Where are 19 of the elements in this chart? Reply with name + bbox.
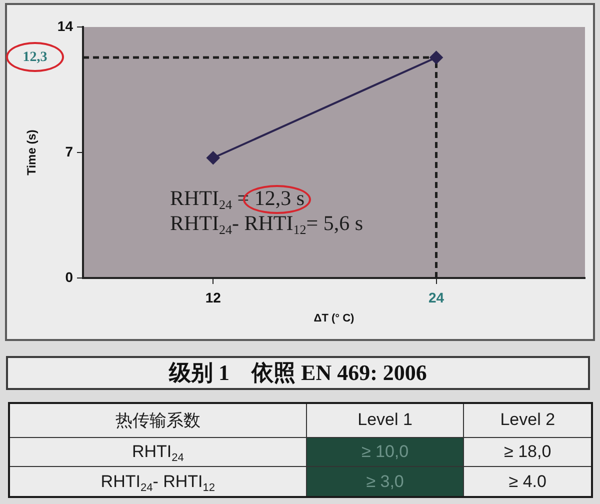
y-tick-label: 14 (57, 18, 74, 34)
x-tick-label: 12 (205, 289, 222, 306)
category-label: RHTI$_{24}$- RHTI$_{12}$ (100, 472, 216, 494)
y-tick-label: 7 (65, 143, 74, 160)
text: ≥ 10,0 (361, 442, 409, 462)
y-axis-title: Time (s) (24, 130, 39, 176)
category-label: Level 2 (464, 403, 592, 438)
x-tick-label: 24 (428, 289, 444, 306)
category-label: 热传输系数 (9, 403, 306, 438)
text: 级别 1 依照 EN 469: 2006 (6, 356, 590, 390)
y-tick-label: 0 (65, 268, 74, 285)
ref-line-label: 12,3 (22, 50, 48, 66)
text: ≥ 3,0 (366, 472, 404, 491)
category-label: RHTI$_{24}$ (132, 442, 184, 464)
x-axis-title: ΔT (° C) (314, 312, 355, 324)
category-label: Level 1 (306, 403, 464, 438)
text: ≥ 4.0 (508, 472, 546, 491)
text: ≥ 18,0 (504, 442, 552, 462)
annotation: RHTI$_{24}$- RHTI$_{12}$= 5,6 s (170, 211, 364, 237)
